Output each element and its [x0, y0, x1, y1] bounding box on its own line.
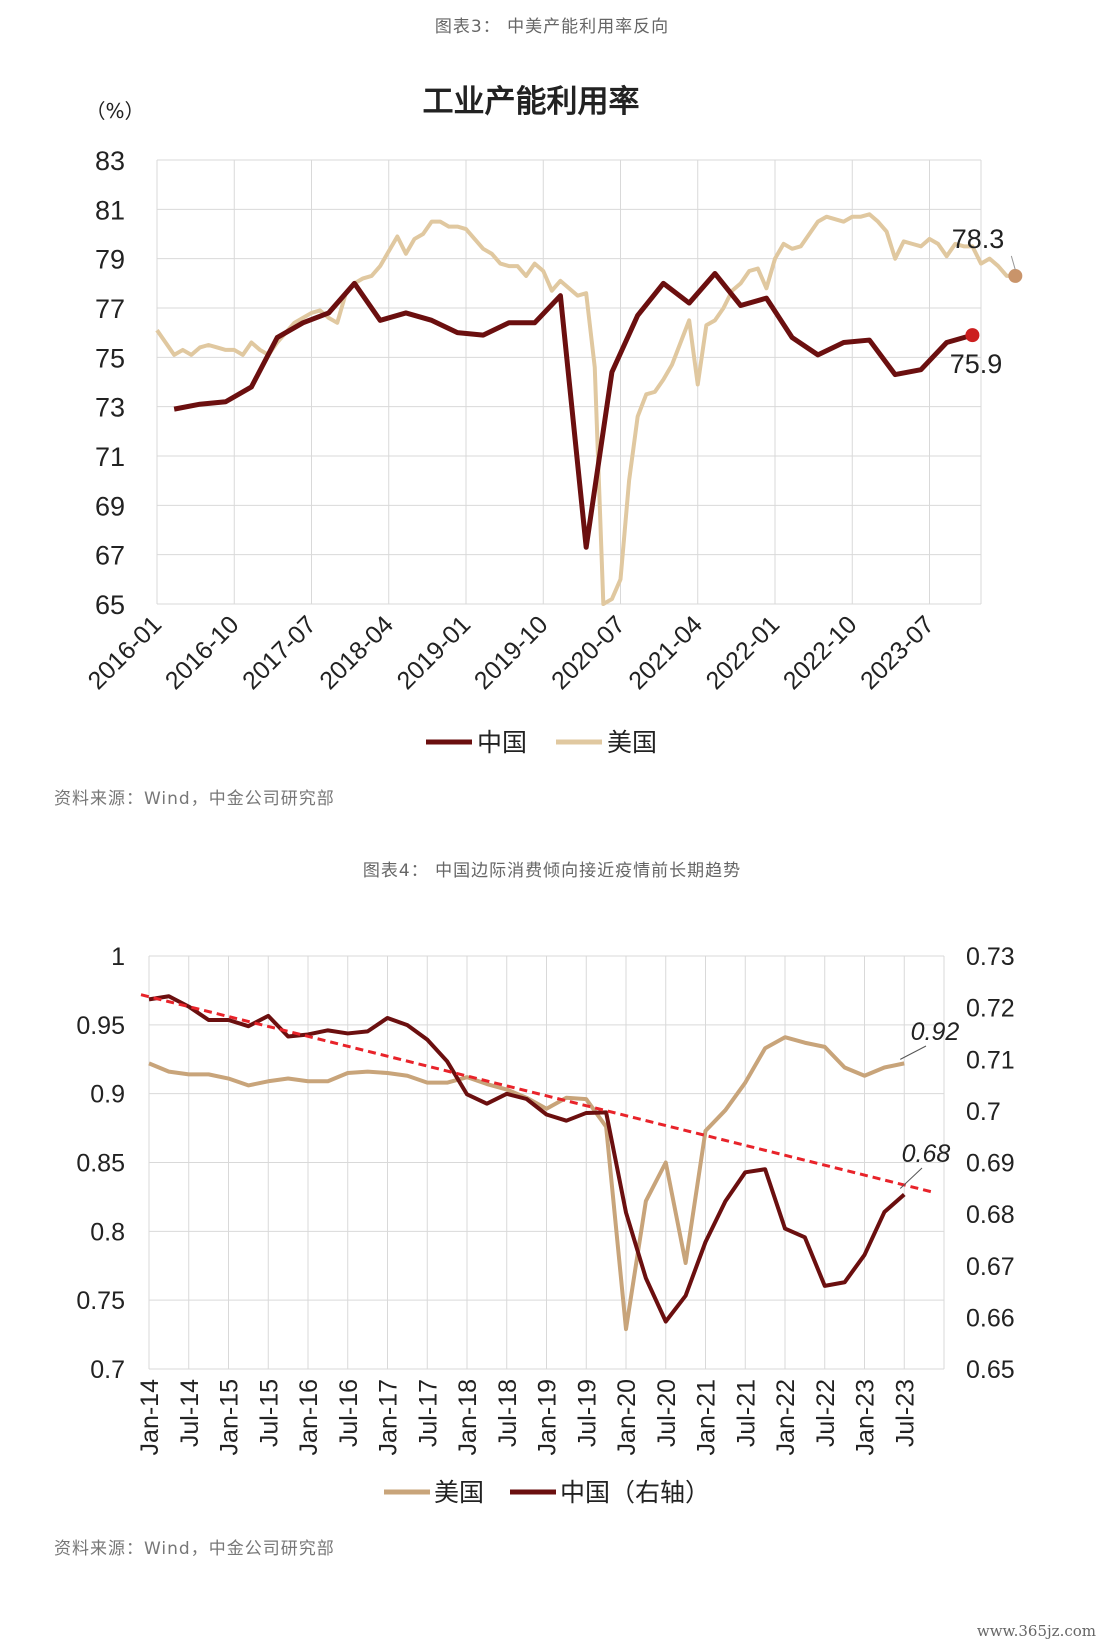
chart2-ytick-right-label: 0.69: [966, 1150, 1015, 1178]
chart2-ytick-left-label: 0.7: [90, 1356, 125, 1384]
chart2-ytick-right-label: 0.67: [966, 1253, 1015, 1281]
chart2-xtick-label: Jan-17: [375, 1379, 403, 1455]
chart1-ytick-label: 75: [95, 343, 125, 373]
chart2-ytick-right-label: 0.7: [966, 1098, 1001, 1126]
chart1-ytick-label: 65: [95, 590, 125, 620]
legend-china-label: 中国: [477, 728, 527, 757]
us-end-label: 0.92: [911, 1018, 960, 1046]
chart2-ytick-left-label: 0.95: [76, 1012, 125, 1040]
chart1-ytick-label: 71: [95, 442, 125, 472]
chart2-xtick-label: Jan-18: [454, 1379, 482, 1455]
china-end-label: 0.68: [902, 1140, 951, 1168]
chart2-xtick-label: Jan-23: [852, 1379, 880, 1455]
figure4-source: 资料来源：Wind，中金公司研究部: [54, 1539, 335, 1559]
chart1-xtick-label: 2020-07: [546, 610, 631, 695]
chart1-title: 工业产能利用率: [423, 84, 640, 120]
chart1-xtick-label: 2016-10: [160, 610, 245, 695]
chart2-ytick-right-label: 0.72: [966, 995, 1015, 1023]
chart2-xtick-label: Jan-21: [693, 1379, 721, 1455]
chart1-ytick-label: 73: [95, 393, 125, 423]
chart1-ytick-label: 69: [95, 491, 125, 521]
chart1-xtick-label: 2017-07: [237, 610, 322, 695]
chart1-ytick-label: 83: [95, 146, 125, 176]
chart2-xtick-label: Jan-20: [613, 1379, 641, 1455]
chart2-ytick-left-label: 0.85: [76, 1150, 125, 1178]
chart2-xtick-label: Jul-16: [335, 1379, 363, 1447]
us-end-leader: [900, 1045, 927, 1060]
series-china-line: [148, 994, 906, 1324]
chart2-xtick-label: Jul-23: [891, 1379, 919, 1447]
china-end-marker: [965, 328, 980, 343]
chart2-ytick-left-label: 0.9: [90, 1081, 125, 1109]
chart2-xtick-label: Jan-14: [136, 1379, 164, 1456]
chart2-ytick-left-label: 0.8: [90, 1218, 125, 1246]
chart1-ylabel: （%）: [85, 99, 144, 123]
legend-china-label: 中国（右轴）: [560, 1478, 710, 1507]
consumption-propensity-chart: 0.7 0.75 0.8 0.85 0.9 0.95 1 0.65 0.66 0.67 0.68 0.…: [76, 943, 1015, 1507]
chart2-ytick-right-label: 0.65: [966, 1356, 1015, 1384]
us-end-label: 78.3: [952, 224, 1005, 254]
chart1-xtick-label: 2022-10: [778, 610, 863, 695]
chart1-xtick-label: 2016-01: [83, 610, 168, 695]
figure3-source: 资料来源：Wind，中金公司研究部: [54, 789, 335, 809]
series-us-line: [148, 1035, 905, 1332]
chart2-ytick-left-label: 1: [111, 943, 125, 971]
series-china-line: [173, 270, 974, 550]
chart2-xtick-label: Jul-20: [653, 1379, 681, 1447]
figure4-caption: 图表4： 中国边际消费倾向接近疫情前长期趋势: [362, 861, 742, 881]
legend-us-label: 美国: [607, 728, 657, 757]
chart1-xtick-label: 2019-10: [469, 610, 554, 695]
chart2-xtick-label: Jan-22: [772, 1379, 800, 1455]
chart2-xtick-label: Jan-16: [295, 1379, 323, 1455]
chart2-xtick-label: Jul-15: [255, 1379, 283, 1447]
chart1-xtick-label: 2023-07: [855, 610, 940, 695]
chart1-ytick-label: 77: [95, 294, 125, 324]
china-end-leader: [899, 1167, 923, 1189]
chart2-ytick-right-label: 0.73: [966, 943, 1015, 971]
figure3-caption: 图表3： 中美产能利用率反向: [434, 17, 670, 37]
chart1-ytick-label: 81: [95, 195, 125, 225]
watermark-text: www.365jz.com: [976, 1622, 1096, 1640]
chart2-ytick-right-label: 0.66: [966, 1304, 1015, 1332]
china-end-label: 75.9: [950, 349, 1003, 379]
chart1-xtick-label: 2021-04: [623, 610, 708, 695]
chart2-xtick-label: Jul-22: [812, 1379, 840, 1447]
chart1-ytick-label: 79: [95, 245, 125, 275]
chart2-xtick-label: Jan-19: [534, 1379, 562, 1455]
chart2-xtick-label: Jul-21: [732, 1379, 760, 1447]
us-end-marker: [1008, 268, 1023, 283]
capacity-utilization-chart: 工业产能利用率（%）656769717375777981832016-01201…: [83, 84, 1023, 757]
chart1-ytick-label: 67: [95, 541, 125, 571]
chart2-ytick-right-label: 0.68: [966, 1201, 1015, 1229]
chart2-xtick-label: Jul-17: [414, 1379, 442, 1447]
chart2-xtick-label: Jan-15: [216, 1379, 244, 1455]
chart1-xtick-label: 2018-04: [314, 610, 399, 695]
chart2-ytick-left-label: 0.75: [76, 1287, 125, 1315]
series-us-line: [155, 212, 1016, 606]
us-end-leader: [1010, 255, 1016, 271]
chart2-xtick-label: Jul-19: [573, 1379, 601, 1447]
chart1-xtick-label: 2019-01: [392, 610, 477, 695]
chart2-xtick-label: Jul-14: [176, 1379, 204, 1447]
chart2-xtick-label: Jul-18: [494, 1379, 522, 1447]
series-trend-line: [140, 993, 935, 1194]
legend-us-label: 美国: [434, 1478, 484, 1507]
chart2-ytick-right-label: 0.71: [966, 1046, 1015, 1074]
chart1-xtick-label: 2022-01: [701, 610, 786, 695]
